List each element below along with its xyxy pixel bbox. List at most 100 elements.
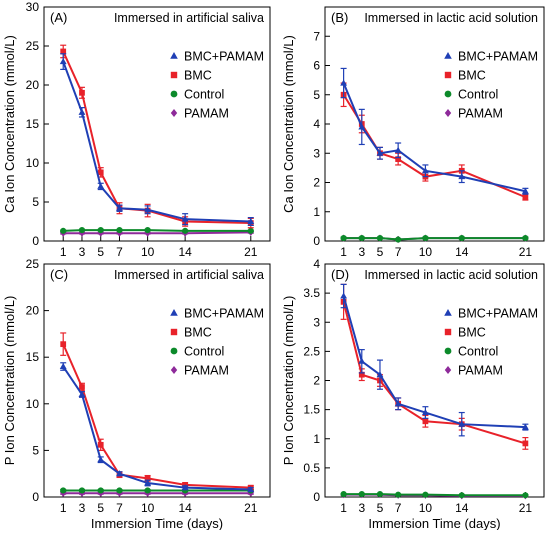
data-point [59,362,67,370]
data-point [60,487,67,494]
y-axis-label: P Ion Concentration (mmol/L) [2,296,17,466]
data-point [97,487,104,494]
data-point [458,173,466,180]
axes-frame [43,263,271,498]
data-point [181,484,189,491]
data-point [394,146,402,153]
legend-marker [444,71,452,79]
series-bmc [60,332,254,491]
y-axis-label: P Ion Concentration (mmol/L) [281,296,296,466]
x-tick-label: 1 [60,245,67,259]
series-bmc-pamam [340,67,529,195]
data-point [376,371,384,378]
y-tick-label: 25 [26,257,40,271]
x-tick-label: 7 [395,501,402,515]
x-tick-label: 3 [79,501,86,515]
panel-title: Immersed in lactic acid solution [364,11,538,25]
y-tick-label: 20 [26,78,40,92]
y-axis-label: Ca Ion Concentration (mmol/L) [2,35,17,213]
data-point [144,227,151,234]
data-point [60,341,67,348]
data-point [116,487,123,494]
series-bmc [60,44,254,229]
data-point [394,400,402,407]
x-tick-label: 14 [178,245,192,259]
y-tick-label: 0 [313,234,320,248]
data-point [97,169,104,176]
x-tick-label: 14 [178,501,192,515]
data-point [376,149,384,156]
data-point [247,227,254,234]
data-point [182,227,189,234]
series-line [62,61,251,223]
data-point [358,371,365,378]
legend-marker [170,347,178,355]
y-tick-label: 5 [313,88,320,102]
panel-label: (C) [50,267,68,282]
legend: BMC+PAMAM BMC Control PAMAM [170,50,264,121]
data-point [78,227,86,234]
series-line [62,51,251,225]
data-point [116,204,123,211]
x-tick-label: 1 [60,501,67,515]
legend-marker [170,309,178,316]
legend-marker [444,109,452,117]
y-tick-label: 5 [32,443,39,457]
legend-label: BMC+PAMAM [458,50,538,64]
legend-marker [170,328,178,336]
x-tick-label: 3 [358,501,365,515]
legend-marker [170,52,178,59]
legend-label: BMC [458,326,486,340]
axes-frame [43,6,271,242]
series-bmc-pamam [340,283,529,437]
data-point [422,235,429,242]
x-tick-label: 10 [141,245,155,259]
x-tick-label: 14 [455,501,469,515]
y-tick-label: 15 [26,117,40,131]
y-tick-label: 1 [313,432,320,446]
legend-label: Control [184,345,224,359]
axes-frame [324,6,545,242]
legend-label: PAMAM [184,364,229,378]
y-tick-label: 25 [26,39,40,53]
data-point [79,384,85,390]
y-tick-label: 2 [313,374,320,388]
data-point [97,441,104,448]
y-tick-label: 0.5 [303,461,320,475]
x-tick-label: 5 [97,501,104,515]
data-point [358,235,365,242]
legend-marker [444,52,452,59]
legend-label: Control [184,88,224,102]
y-tick-label: 2.5 [303,344,320,358]
data-point [78,108,86,115]
x-tick-label: 3 [358,245,365,259]
legend-label: BMC [458,69,486,83]
y-tick-label: 30 [26,0,40,14]
y-tick-label: 7 [313,29,320,43]
y-tick-label: 15 [26,350,40,364]
y-tick-label: 3 [313,146,320,160]
x-tick-label: 21 [244,501,258,515]
data-point [116,470,123,477]
legend-label: PAMAM [458,107,503,121]
data-point [247,485,255,493]
y-tick-label: 4 [313,117,320,131]
y-tick-label: 3 [313,315,320,329]
series-control [340,235,529,243]
panel-d: 00.511.522.533.541 3 5 7 10 14 21P Ion Concent… [281,257,545,531]
data-point [395,491,402,498]
x-tick-label: 10 [419,501,433,515]
data-point [358,357,366,364]
data-point [395,156,402,162]
data-point [97,456,105,463]
series-bmc [340,82,529,201]
data-point [521,423,529,430]
data-point [78,390,86,397]
y-tick-label: 0 [32,234,39,248]
legend-marker [444,347,452,355]
x-tick-label: 1 [340,245,347,259]
y-tick-label: 10 [26,156,40,170]
